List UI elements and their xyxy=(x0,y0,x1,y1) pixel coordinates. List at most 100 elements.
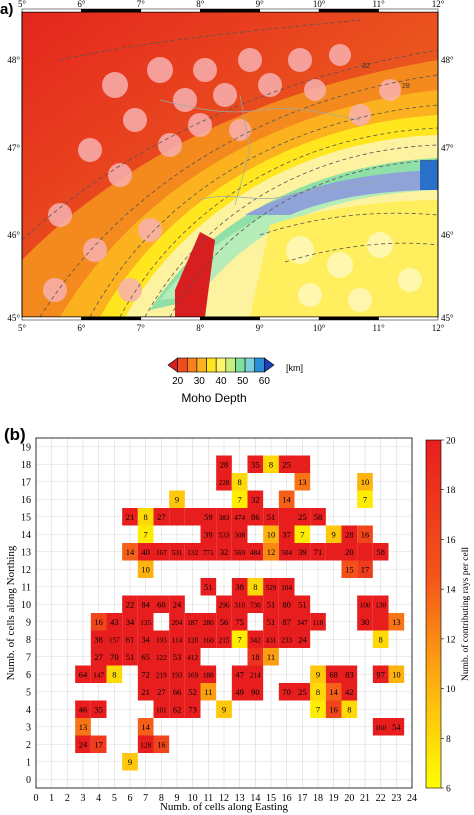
heatmap-cell: 28 xyxy=(216,455,232,473)
cell-fill xyxy=(137,613,154,631)
cell-fill xyxy=(372,718,389,736)
heatmap-cell: 484 xyxy=(247,543,264,561)
heatmap-cell: 193 xyxy=(169,665,185,683)
frame-segment-top xyxy=(21,8,82,13)
y-tick-label: 10 xyxy=(21,600,31,611)
colorbar-tick-label: 50 xyxy=(237,376,249,387)
cell-count-label: 14 xyxy=(141,722,150,732)
heatmap-cell: 16 xyxy=(90,613,107,631)
colorbar-tick-label: 18 xyxy=(446,486,456,496)
cell-fill xyxy=(137,648,154,666)
x-tick-label: 8 xyxy=(159,793,164,804)
heatmap-cell: 42 xyxy=(341,683,358,701)
heatmap-cell: 160 xyxy=(372,718,389,736)
cell-fill xyxy=(137,595,154,613)
cell-count-label: 228 xyxy=(219,479,230,487)
cell-fill xyxy=(137,735,154,753)
x-tick-label: 21 xyxy=(360,793,370,804)
heatmap-cell: 65 xyxy=(137,648,154,666)
cell-fill xyxy=(341,560,358,578)
cell-count-label: 53 xyxy=(173,652,182,662)
y-tick-label: 15 xyxy=(21,512,31,523)
heatmap-cell: 128 xyxy=(137,735,154,753)
cell-fill xyxy=(231,595,248,613)
cell-fill xyxy=(231,578,248,596)
cell-count-label: 70 xyxy=(110,652,119,662)
cell-fill xyxy=(278,490,295,508)
x-tick-label: 23 xyxy=(391,793,401,804)
cell-fill xyxy=(357,490,373,508)
heatmap-cell: 383 xyxy=(216,508,232,526)
cell-fill xyxy=(263,525,279,543)
frame-segment-top xyxy=(200,8,260,13)
heatmap-cell: 34 xyxy=(137,630,154,648)
cell-count-label: 64 xyxy=(79,669,88,679)
cell-fill xyxy=(106,648,123,666)
cell-fill xyxy=(372,543,389,561)
cell-fill xyxy=(122,595,138,613)
heatmap-cell: 342 xyxy=(247,630,264,648)
heatmap-cell: 56 xyxy=(216,613,232,631)
heatmap-cell: 228 xyxy=(216,473,232,491)
heatmap-cell: 27 xyxy=(90,648,107,666)
heatmap-cell xyxy=(372,613,389,631)
heatmap-cell: 49 xyxy=(231,683,248,701)
cell-count-label: 28 xyxy=(345,529,354,539)
cell-count-label: 61 xyxy=(126,634,135,644)
cell-count-label: 35 xyxy=(251,459,260,469)
heatmap-cell: 135 xyxy=(137,613,154,631)
cell-fill xyxy=(90,665,107,683)
colorbar-swatch xyxy=(235,357,246,373)
y-tick-label: 7 xyxy=(26,652,31,663)
cell-count-label: 474 xyxy=(234,514,245,522)
cell-fill xyxy=(153,665,170,683)
cell-fill xyxy=(263,648,279,666)
heatmap-cell: 39 xyxy=(200,525,217,543)
heatmap-cell: 122 xyxy=(153,648,170,666)
colorbar-swatch xyxy=(196,357,207,373)
heatmap-cell: 11 xyxy=(200,683,217,701)
heatmap-cell: 38 xyxy=(90,630,107,648)
heatmap-cell: 64 xyxy=(75,665,91,683)
moho-colorbar: [km] 20 30 40 50 60 Moho Depth xyxy=(167,357,303,405)
lon-tick-label-bottom: 8° xyxy=(196,323,205,333)
heatmap-cell: 47 xyxy=(231,665,248,683)
heatmap-cell: 84 xyxy=(137,595,154,613)
cell-count-label: 34 xyxy=(126,617,135,627)
cell-count-label: 9 xyxy=(332,529,336,539)
cell-fill xyxy=(153,648,170,666)
heatmap-cell: 53 xyxy=(169,648,185,666)
cell-fill xyxy=(184,630,201,648)
cell-count-label: 73 xyxy=(188,704,197,714)
cell-fill xyxy=(200,665,217,683)
y-tick-label: 5 xyxy=(26,687,31,698)
cell-count-label: 7 xyxy=(300,529,304,539)
cell-fill xyxy=(137,560,154,578)
heatmap-cell: 61 xyxy=(122,630,138,648)
cell-count-label: 71 xyxy=(314,547,323,557)
cell-fill xyxy=(231,613,248,631)
cell-count-label: 24 xyxy=(79,739,88,749)
heatmap-cell: 215 xyxy=(216,630,232,648)
cell-count-label: 296 xyxy=(219,601,230,609)
cell-count-label: 40 xyxy=(141,547,150,557)
heatmap-cell: 7 xyxy=(137,525,154,543)
colorbar-swatch xyxy=(206,357,217,373)
cell-fill xyxy=(169,683,185,701)
cell-fill xyxy=(310,613,326,631)
colorbar-swatch xyxy=(167,357,178,373)
cell-fill xyxy=(357,543,373,561)
cell-fill xyxy=(169,490,185,508)
cell-fill xyxy=(153,595,170,613)
cell-count-label: 11 xyxy=(267,652,275,662)
cell-count-label: 24 xyxy=(298,634,307,644)
cell-fill xyxy=(200,508,217,526)
cell-fill xyxy=(325,700,342,718)
heatmap-cell: 58 xyxy=(310,508,326,526)
cell-fill xyxy=(184,613,201,631)
cell-fill xyxy=(325,665,342,683)
heatmap-cell: 90 xyxy=(247,683,264,701)
heatmap-cell: 86 xyxy=(247,508,264,526)
cell-count-label: 70 xyxy=(282,687,291,697)
frame-segment-top xyxy=(318,8,379,13)
